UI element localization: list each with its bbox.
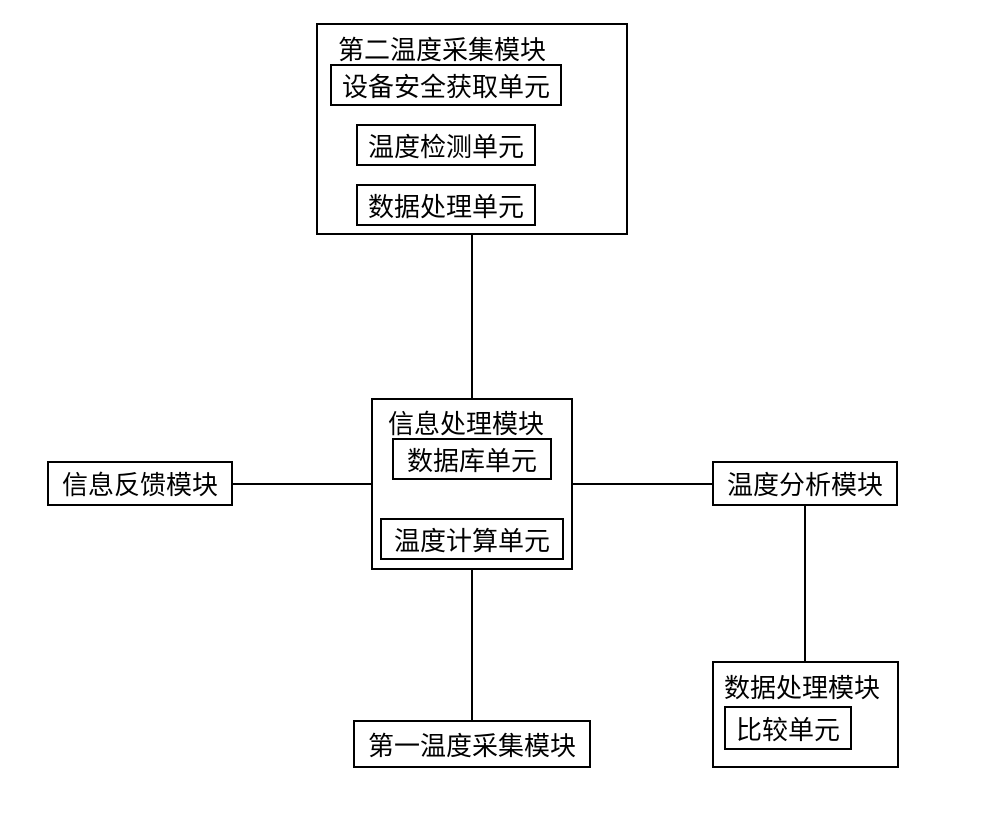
center-unit-1: 温度计算单元 — [380, 518, 564, 560]
top-unit-2: 数据处理单元 — [356, 184, 536, 226]
right-module: 温度分析模块 — [712, 461, 898, 506]
top-unit-1: 温度检测单元 — [356, 124, 536, 166]
top-unit-1-label: 温度检测单元 — [368, 127, 524, 164]
top-unit-0: 设备安全获取单元 — [330, 64, 562, 106]
center-unit-0: 数据库单元 — [392, 438, 552, 480]
left-module-label: 信息反馈模块 — [62, 465, 218, 502]
dp-unit-0-label: 比较单元 — [736, 710, 840, 747]
top-module-title: 第二温度采集模块 — [338, 30, 546, 67]
bottom-module-label: 第一温度采集模块 — [368, 726, 576, 763]
center-module-title: 信息处理模块 — [388, 404, 544, 441]
bottom-module: 第一温度采集模块 — [353, 720, 591, 768]
top-unit-2-label: 数据处理单元 — [368, 187, 524, 224]
left-module: 信息反馈模块 — [47, 461, 233, 506]
right-module-label: 温度分析模块 — [727, 465, 883, 502]
top-unit-0-label: 设备安全获取单元 — [342, 67, 550, 104]
dp-module-title: 数据处理模块 — [724, 668, 880, 705]
center-unit-1-label: 温度计算单元 — [394, 521, 550, 558]
center-unit-0-label: 数据库单元 — [407, 441, 537, 478]
dp-unit-0: 比较单元 — [724, 706, 852, 750]
